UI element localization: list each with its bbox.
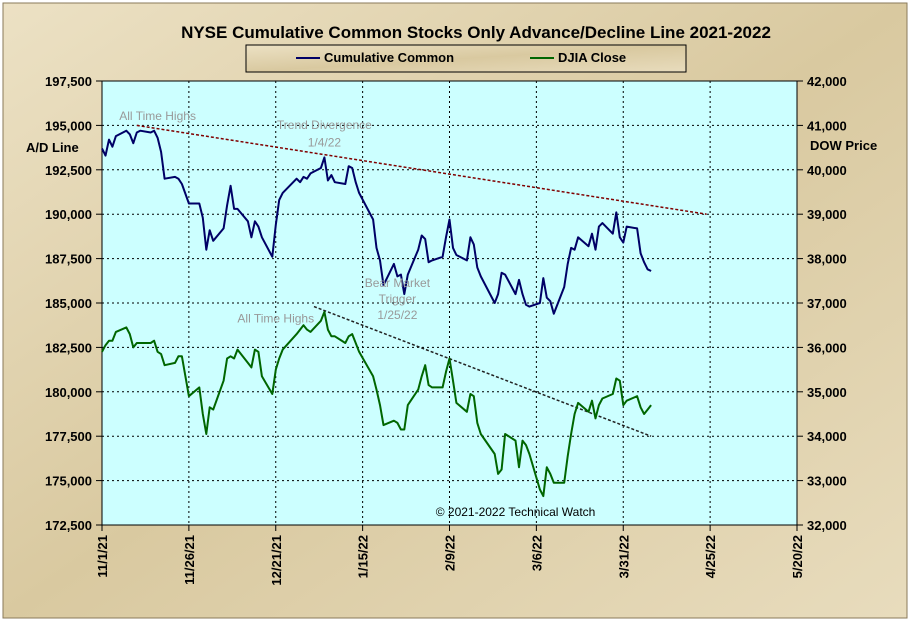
y-left-tick-label: 195,000 — [45, 118, 92, 133]
y-axis-left: 172,500 175,000 177,500 180,000 182,500 185,0… — [45, 74, 102, 533]
x-tick-label: 3/31/22 — [616, 535, 631, 578]
y-left-tick-label: 185,000 — [45, 296, 92, 311]
annotations: All Time Highs Trend Divergence 1/4/22 Bear… — [119, 109, 595, 519]
y-axis-right-label: DOW Price — [810, 138, 877, 153]
x-tick-label: 2/9/22 — [443, 535, 458, 571]
annotation-label: 1/25/22 — [377, 308, 417, 322]
annotation-label: All Time Highs — [119, 109, 196, 123]
y-right-tick-label: 35,000 — [807, 385, 847, 400]
y-right-tick-label: 38,000 — [807, 252, 847, 267]
x-tick-label: 11/26/21 — [182, 535, 197, 585]
y-left-tick-label: 175,000 — [45, 474, 92, 489]
y-left-tick-label: 180,000 — [45, 385, 92, 400]
y-right-tick-label: 36,000 — [807, 340, 847, 355]
annotation-label: Trend Divergence — [277, 118, 372, 132]
annotation-label: Bear Market — [365, 276, 431, 290]
annotation-label: 1/4/22 — [308, 136, 342, 150]
y-axis-right: 32,000 33,000 34,000 35,000 36,000 37,000 38,0… — [797, 74, 847, 533]
x-tick-label: 3/6/22 — [529, 535, 544, 571]
y-left-tick-label: 182,500 — [45, 340, 92, 355]
series-line-cumulative-common — [101, 129, 652, 315]
y-right-tick-label: 39,000 — [807, 207, 847, 222]
y-left-tick-label: 187,500 — [45, 252, 92, 267]
legend-label-djia-close: DJIA Close — [558, 50, 626, 65]
x-tick-label: 4/25/22 — [703, 535, 718, 578]
y-left-tick-label: 197,500 — [45, 74, 92, 89]
y-right-tick-label: 37,000 — [807, 296, 847, 311]
annotation-label: All Time Highs — [237, 312, 314, 326]
grid — [102, 80, 797, 526]
y-left-tick-label: 192,500 — [45, 163, 92, 178]
copyright-note: © 2021-2022 Technical Watch — [436, 505, 596, 519]
x-tick-label: 12/21/21 — [269, 535, 284, 586]
y-right-tick-label: 34,000 — [807, 429, 847, 444]
trendline — [136, 124, 707, 215]
x-tick-label: 1/15/22 — [356, 535, 371, 578]
legend: Cumulative Common DJIA Close — [245, 44, 687, 73]
y-right-tick-label: 33,000 — [807, 474, 847, 489]
y-right-tick-label: 32,000 — [807, 518, 847, 533]
y-axis-left-label: A/D Line — [26, 140, 79, 155]
y-left-tick-label: 190,000 — [45, 207, 92, 222]
x-tick-label: 5/20/22 — [790, 535, 805, 578]
y-right-tick-label: 41,000 — [807, 118, 847, 133]
y-right-tick-label: 40,000 — [807, 163, 847, 178]
x-axis: 11/1/21 11/26/21 12/21/21 1/15/22 2/9/22 3/6/… — [95, 525, 805, 586]
series-lines — [101, 129, 652, 498]
legend-label-cumulative-common: Cumulative Common — [324, 50, 454, 65]
y-left-tick-label: 172,500 — [45, 518, 92, 533]
annotation-label: Trigger — [379, 292, 417, 306]
x-tick-label: 11/1/21 — [95, 535, 110, 578]
y-left-tick-label: 177,500 — [45, 429, 92, 444]
series-line-djia-close — [101, 310, 652, 498]
y-right-tick-label: 42,000 — [807, 74, 847, 89]
chart-title: NYSE Cumulative Common Stocks Only Advan… — [181, 23, 771, 42]
